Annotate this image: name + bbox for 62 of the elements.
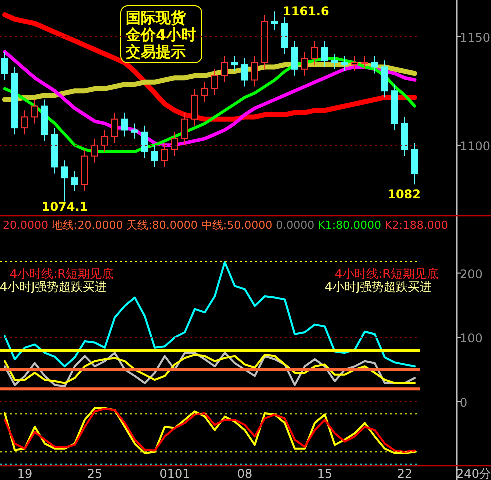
candlestick xyxy=(32,99,38,124)
x-tick-label: 22 xyxy=(397,467,413,480)
candlestick xyxy=(172,132,178,157)
candlestick xyxy=(332,54,338,70)
annotation: 1161.6 xyxy=(283,4,330,19)
candlestick xyxy=(152,144,158,168)
annotation: 4小时线:R短期见底 xyxy=(10,267,114,281)
candlestick xyxy=(122,112,128,138)
candlestick xyxy=(292,40,298,76)
candlestick xyxy=(322,40,328,68)
text: 240分 xyxy=(456,467,491,480)
candlestick xyxy=(362,56,368,70)
candlestick xyxy=(102,130,108,152)
x-tick-label: 15 xyxy=(317,467,333,480)
annotation: 天线:80.0000 xyxy=(123,219,198,232)
annotation: 4小时J强势超跌买进 xyxy=(0,280,108,294)
candlestick xyxy=(222,56,228,83)
candlestick xyxy=(142,125,148,159)
candlestick xyxy=(252,56,258,88)
annotation: 0.0000 xyxy=(272,219,315,232)
candlestick xyxy=(192,88,198,126)
y-tick-label: 0 xyxy=(460,396,468,410)
y-tick-label: 1150 xyxy=(460,30,491,45)
candlestick xyxy=(302,51,308,76)
x-tick-label: 08 xyxy=(237,467,253,480)
candlestick xyxy=(2,51,8,81)
annotation: K2:188.000 xyxy=(382,219,448,232)
annotation: 4小时线:R短期见底 xyxy=(335,267,440,281)
candlestick xyxy=(92,138,98,164)
candlestick xyxy=(272,11,278,31)
candlestick xyxy=(372,56,378,74)
candlestick xyxy=(22,110,28,136)
candlestick xyxy=(112,112,118,144)
x-tick-label: 19 xyxy=(17,467,33,480)
candlestick xyxy=(62,160,68,202)
annotation: 中线:50.0000 xyxy=(198,219,273,232)
x-tick-label: 25 xyxy=(87,467,103,480)
candlestick xyxy=(352,56,358,72)
candlestick xyxy=(182,112,188,146)
y-tick-label: 200 xyxy=(460,267,483,282)
candlestick xyxy=(72,171,78,192)
candlestick xyxy=(412,142,418,186)
candlestick xyxy=(382,60,388,98)
annotation: 地线:20.0000 xyxy=(48,219,124,232)
candlestick xyxy=(242,58,248,88)
annotation: 20.0000 xyxy=(3,219,48,232)
x-tick-label: 0101 xyxy=(160,467,190,480)
annotation: 4小时J强势超跌买进 xyxy=(325,280,432,294)
candlestick xyxy=(202,82,208,102)
annotation: 1082 xyxy=(388,188,421,202)
text: 国际现货金价4小时交易提示 xyxy=(125,9,196,61)
annotation: 1074.1 xyxy=(42,200,88,214)
candlestick xyxy=(132,123,138,140)
candlestick xyxy=(232,56,238,72)
candlestick xyxy=(342,56,348,72)
candlestick xyxy=(212,68,218,96)
annotation: K1:80.0000 xyxy=(314,219,382,232)
candlestick xyxy=(312,40,318,66)
y-tick-label: 1100 xyxy=(460,139,491,154)
y-tick-label: 100 xyxy=(460,332,483,346)
candlestick xyxy=(282,16,288,55)
candlestick xyxy=(162,142,168,168)
